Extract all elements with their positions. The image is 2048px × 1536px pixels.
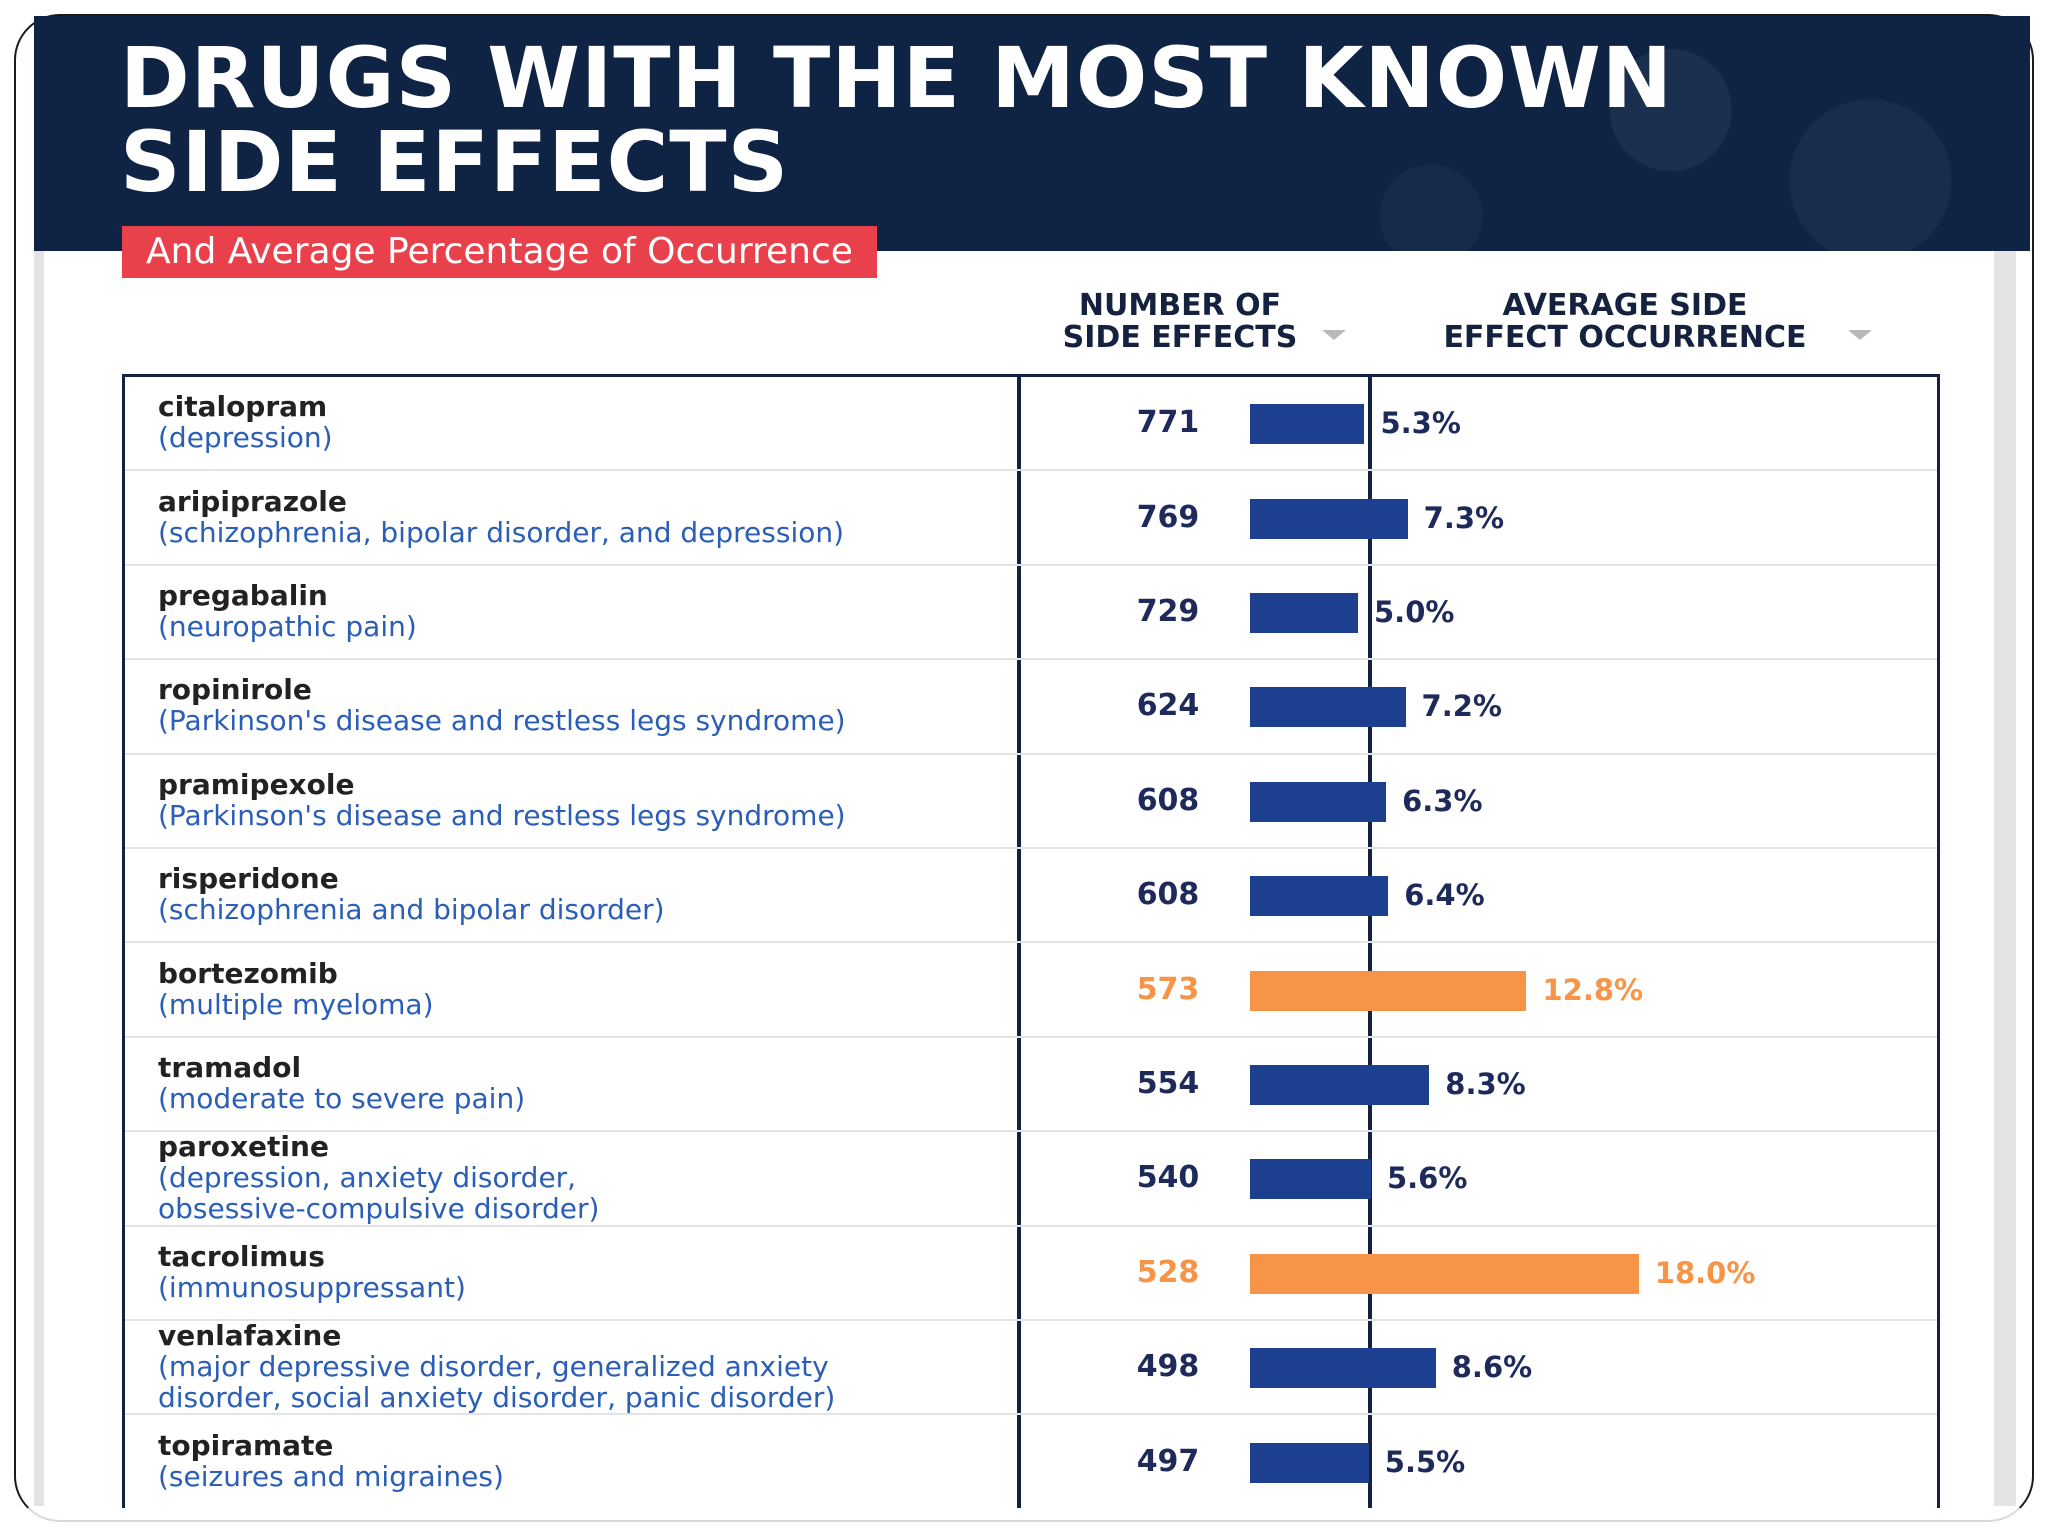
count-column-header[interactable]: NUMBER OF SIDE EFFECTS — [1030, 290, 1330, 354]
data-table — [122, 374, 1940, 1508]
side-effect-count: 497 — [1136, 1443, 1200, 1479]
occurrence-header-line-1: AVERAGE SIDE — [1502, 288, 1748, 323]
drug-use: (Parkinson's disease and restless legs s… — [158, 704, 846, 738]
table-row: risperidone (schizophrenia and bipolar di… — [125, 849, 1937, 944]
occurrence-label: 5.5% — [1384, 1444, 1466, 1479]
occurrence-bar — [1250, 876, 1389, 917]
column-divider-1 — [1017, 374, 1021, 1508]
occurrence-label: 7.2% — [1421, 689, 1502, 724]
drug-name: pregabalin — [158, 578, 328, 612]
occurrence-label: 6.4% — [1404, 878, 1485, 913]
occurrence-bar — [1250, 1064, 1430, 1105]
drug-name: venlafaxine — [158, 1318, 342, 1352]
drug-name: topiramate — [158, 1428, 334, 1462]
chart-title: DRUGS WITH THE MOST KNOWN SIDE EFFECTS — [120, 36, 1680, 204]
side-effect-count: 769 — [1136, 499, 1200, 535]
title-line-1: DRUGS WITH THE MOST KNOWN — [120, 29, 1674, 127]
drug-use: (immunosuppressant) — [158, 1270, 466, 1304]
drug-use: (depression) — [158, 421, 333, 455]
side-effect-count: 624 — [1136, 688, 1200, 724]
count-sort-icon[interactable] — [1322, 330, 1346, 340]
occurrence-bar — [1250, 404, 1365, 445]
table-row: paroxetine (depression, anxiety disorder,… — [125, 1129, 1937, 1227]
occurrence-column-header[interactable]: AVERAGE SIDE EFFECT OCCURRENCE — [1400, 290, 1850, 354]
drug-use: obsessive-compulsive disorder) — [158, 1191, 600, 1225]
table-row: bortezomib (multiple myeloma) 573 12.8% — [125, 943, 1937, 1038]
drug-use: (Parkinson's disease and restless legs s… — [158, 798, 846, 832]
drug-use: (depression, anxiety disorder, — [158, 1160, 577, 1194]
occurrence-bar — [1250, 970, 1527, 1011]
right-margin-strip — [1994, 251, 2016, 1506]
occurrence-bar — [1250, 592, 1358, 633]
table-row: topiramate (seizures and migraines) 497 5.5… — [125, 1415, 1937, 1509]
drug-use: (neuropathic pain) — [158, 609, 417, 643]
occurrence-bar — [1250, 1442, 1369, 1483]
occurrence-header-line-2: EFFECT OCCURRENCE — [1443, 320, 1807, 355]
drug-use: (schizophrenia and bipolar disorder) — [158, 893, 665, 927]
drug-name: pramipexole — [158, 767, 355, 801]
drug-name: ropinirole — [158, 673, 312, 707]
side-effect-count: 540 — [1136, 1160, 1200, 1196]
drug-name: citalopram — [158, 390, 328, 424]
occurrence-label: 8.6% — [1451, 1350, 1533, 1385]
side-effect-count: 729 — [1136, 593, 1200, 629]
drug-name: tacrolimus — [158, 1239, 325, 1273]
occurrence-label: 5.6% — [1386, 1161, 1468, 1196]
table-row: venlafaxine (major depressive disorder, g… — [125, 1318, 1937, 1416]
side-effect-count: 608 — [1136, 877, 1200, 913]
occurrence-sort-icon[interactable] — [1848, 330, 1872, 340]
side-effect-count: 528 — [1136, 1254, 1200, 1290]
side-effect-count: 554 — [1136, 1065, 1200, 1101]
occurrence-label: 6.3% — [1402, 783, 1483, 818]
occurrence-bar — [1250, 1348, 1436, 1389]
drug-use: (schizophrenia, bipolar disorder, and de… — [158, 515, 845, 549]
occurrence-label: 5.0% — [1374, 594, 1455, 629]
occurrence-bar — [1250, 687, 1406, 728]
occurrence-label: 12.8% — [1542, 972, 1644, 1007]
drug-name: tramadol — [158, 1050, 302, 1084]
table-row: aripiprazole (schizophrenia, bipolar diso… — [125, 471, 1937, 566]
drug-name: risperidone — [158, 862, 339, 896]
table-row: tacrolimus (immunosuppressant) 528 18.0% — [125, 1227, 1937, 1321]
drug-use: (major depressive disorder, generalized … — [158, 1349, 829, 1383]
drug-use: (multiple myeloma) — [158, 987, 434, 1021]
occurrence-label: 18.0% — [1654, 1255, 1756, 1290]
side-effect-count: 498 — [1136, 1349, 1200, 1385]
table-row: ropinirole (Parkinson's disease and restl… — [125, 660, 1937, 755]
table-row: citalopram (depression) 771 5.3% — [125, 377, 1937, 472]
side-effect-count: 608 — [1136, 782, 1200, 818]
table-row: pramipexole (Parkinson's disease and rest… — [125, 755, 1937, 849]
drug-use: (seizures and migraines) — [158, 1459, 504, 1493]
column-divider-2 — [1368, 374, 1372, 1508]
header-band — [34, 16, 2030, 251]
left-margin-strip — [34, 251, 44, 1506]
chart-subtitle: And Average Percentage of Occurrence — [122, 226, 877, 278]
drug-use: disorder, social anxiety disorder, panic… — [158, 1380, 836, 1414]
occurrence-bar — [1250, 498, 1408, 539]
side-effect-count: 573 — [1136, 971, 1200, 1007]
slide-frame — [14, 14, 2034, 1522]
occurrence-label: 7.3% — [1423, 500, 1505, 535]
drug-use: (moderate to severe pain) — [158, 1081, 526, 1115]
side-effect-count: 771 — [1136, 405, 1200, 441]
occurrence-label: 5.3% — [1380, 406, 1461, 441]
drug-name: bortezomib — [158, 956, 338, 990]
occurrence-bar — [1250, 1253, 1639, 1294]
drug-name: paroxetine — [158, 1129, 329, 1163]
title-line-2: SIDE EFFECTS — [120, 113, 790, 211]
occurrence-label: 8.3% — [1445, 1066, 1526, 1101]
drug-name: aripiprazole — [158, 484, 347, 518]
count-header-line-1: NUMBER OF — [1078, 288, 1282, 323]
occurrence-bar — [1250, 781, 1387, 822]
occurrence-bar — [1250, 1159, 1371, 1200]
table-row: tramadol (moderate to severe pain) 554 8.3% — [125, 1038, 1937, 1133]
count-header-line-2: SIDE EFFECTS — [1062, 320, 1298, 355]
table-row: pregabalin (neuropathic pain) 729 5.0% — [125, 566, 1937, 661]
